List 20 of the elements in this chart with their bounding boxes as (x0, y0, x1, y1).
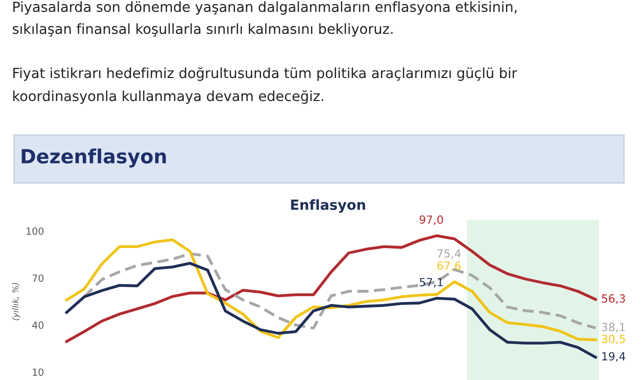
chart-subtitle: Enflasyon (291, 199, 366, 213)
chart-title: Dezenflasyon (22, 148, 166, 168)
data-label: 30,5 (602, 334, 625, 344)
data-label: 56,3 (602, 294, 625, 304)
data-label: 97,0 (420, 215, 443, 225)
y-axis-title: (yıllık, %) (12, 282, 20, 320)
text: sıkılaşan finansal koşullarla sınırlı kalmasını bekliyoruz. (12, 23, 393, 37)
y-tick-label: 100 (26, 227, 44, 235)
text: koordinasyonla kullanmaya devam edeceğiz. (13, 90, 324, 104)
y-tick-label: 70 (32, 274, 44, 282)
data-label: 75,4 (437, 249, 461, 259)
data-label: 67,6 (437, 261, 461, 272)
y-tick-label: 10 (32, 368, 44, 376)
text: Piyasalarda son dönemde yaşanan dalgalanmaların enflasyona etkisinin, (13, 1, 517, 15)
data-label: 57,1 (420, 278, 443, 288)
data-label: 19,4 (602, 352, 626, 362)
line-series (65, 262, 597, 359)
data-label: 38,1 (602, 322, 625, 332)
text: Fiyat istikrarı hedefimiz doğrultusunda tüm politika araçlarımızı güçlü bir (13, 67, 518, 81)
y-tick-label: 40 (32, 321, 44, 329)
